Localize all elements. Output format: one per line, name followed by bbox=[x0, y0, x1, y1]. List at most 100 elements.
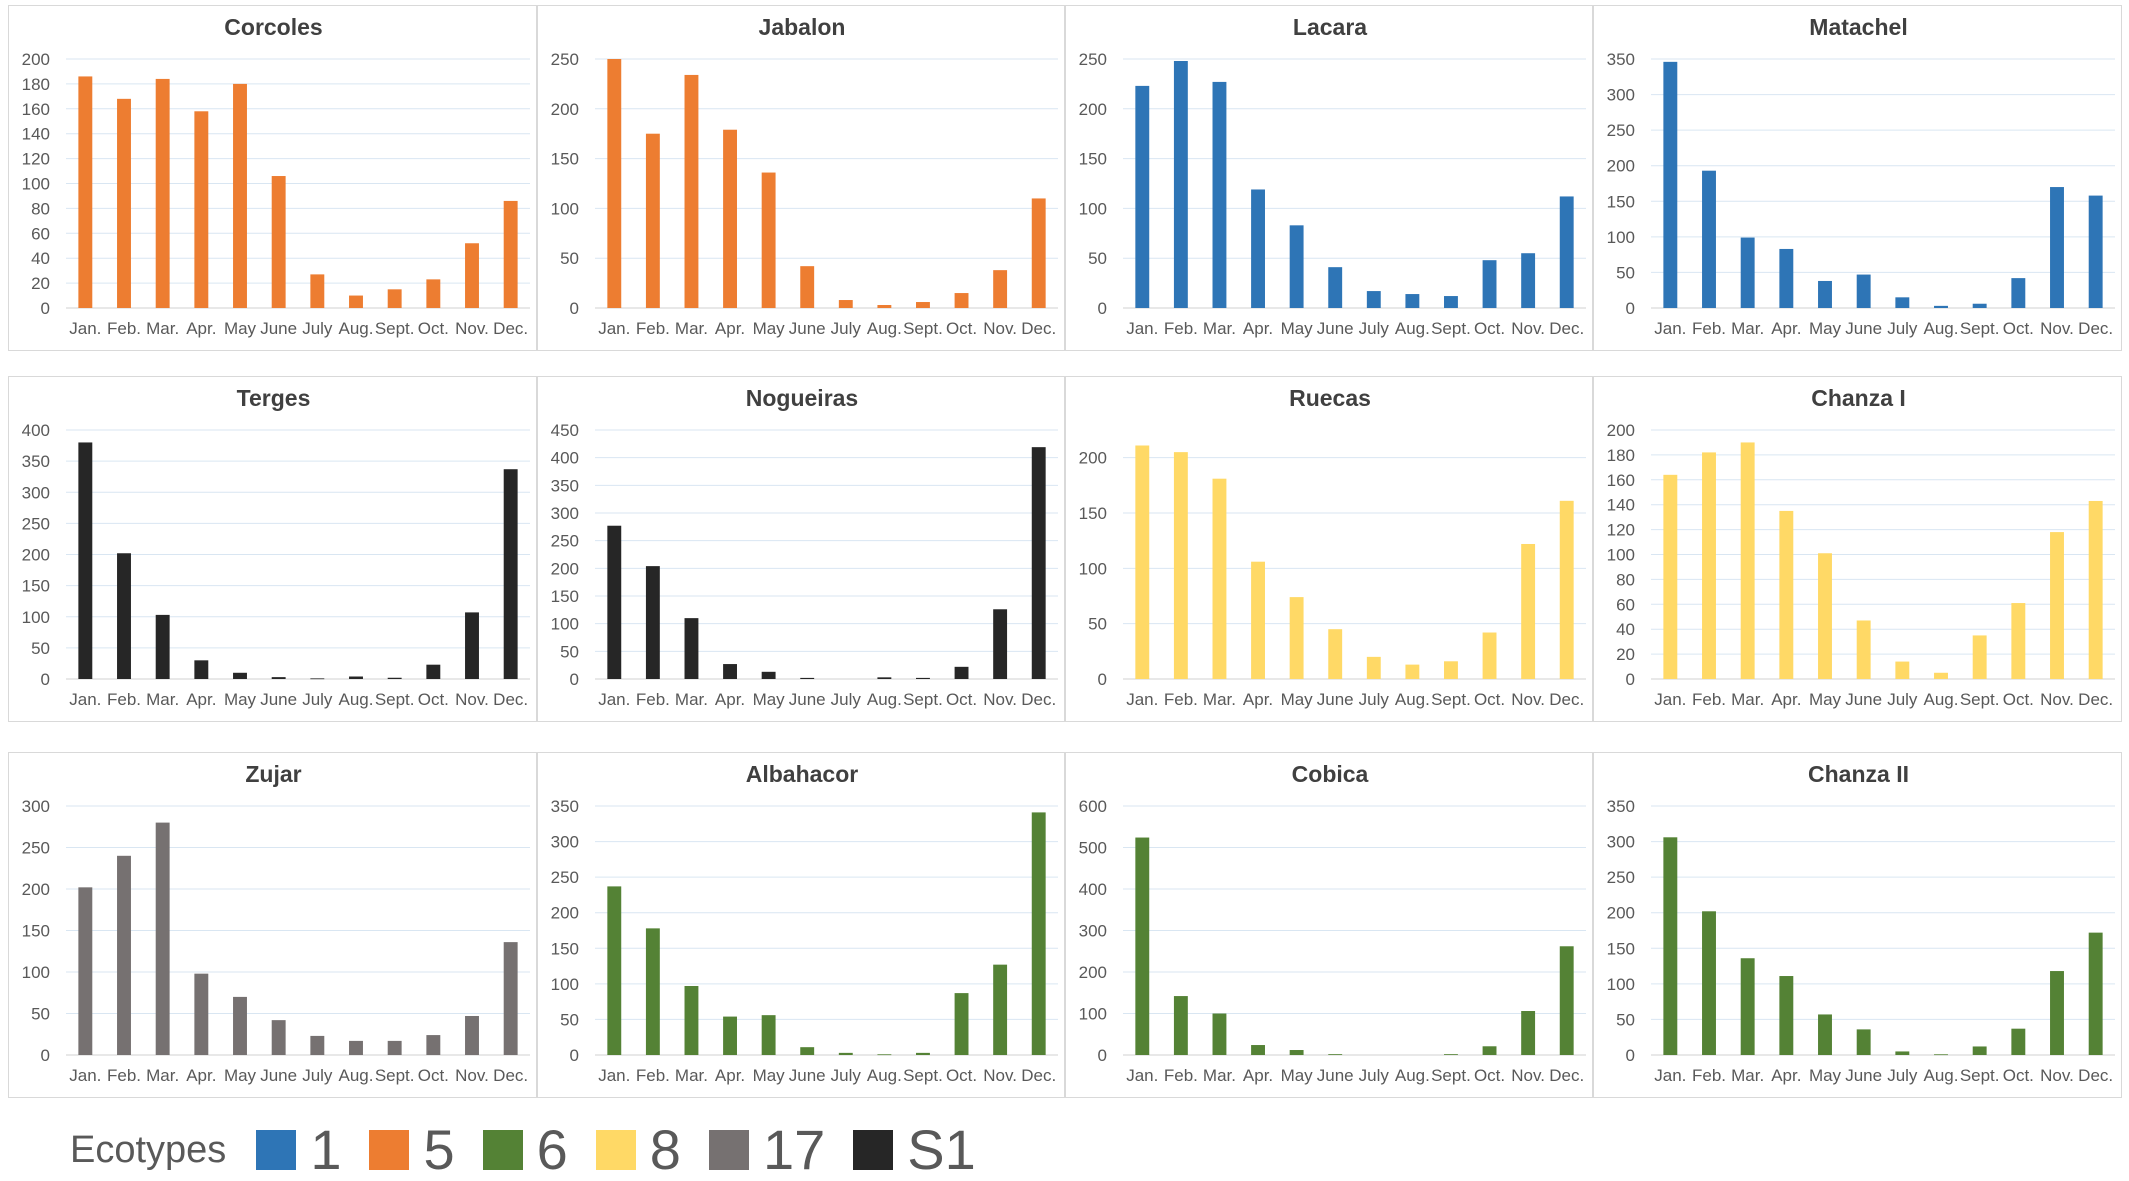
x-tick-label: Dec. bbox=[1021, 319, 1056, 338]
y-tick-label: 400 bbox=[551, 449, 579, 468]
y-tick-label: 450 bbox=[551, 421, 579, 440]
y-tick-label: 200 bbox=[551, 559, 579, 578]
bar-sept bbox=[1972, 635, 1987, 679]
x-tick-label: Sept. bbox=[1960, 319, 2000, 338]
x-tick-label: Dec. bbox=[493, 319, 528, 338]
x-tick-label: June bbox=[1845, 1066, 1882, 1085]
bar-feb bbox=[645, 133, 660, 308]
y-tick-label: 200 bbox=[1607, 421, 1635, 440]
x-tick-label: Nov. bbox=[2040, 319, 2074, 338]
x-tick-label: Jan. bbox=[69, 1066, 101, 1085]
y-tick-label: 150 bbox=[1607, 192, 1635, 211]
x-tick-label: Aug. bbox=[867, 319, 902, 338]
bar-may bbox=[233, 672, 247, 679]
legend-label-6: 6 bbox=[536, 1118, 568, 1181]
x-tick-label: Nov. bbox=[1511, 319, 1545, 338]
y-tick-label: 350 bbox=[551, 476, 579, 495]
x-tick-label: Dec. bbox=[1021, 1066, 1056, 1085]
x-tick-label: Jan. bbox=[1654, 319, 1686, 338]
x-tick-label: May bbox=[224, 690, 257, 709]
legend-label-8: 8 bbox=[649, 1118, 681, 1181]
y-tick-label: 50 bbox=[1616, 1010, 1635, 1029]
x-tick-label: June bbox=[789, 1066, 826, 1085]
bar-dec bbox=[503, 469, 518, 679]
bar-june bbox=[271, 677, 286, 679]
bar-dec bbox=[2088, 500, 2103, 679]
bar-dec bbox=[503, 200, 518, 308]
x-tick-label: Sept. bbox=[1960, 1066, 2000, 1085]
x-tick-label: June bbox=[1845, 319, 1882, 338]
chart-svg-jabalon: Jabalon 0 50 100 150 200 250 Jan. Feb. Mar. Apr. Ma… bbox=[551, 14, 1058, 338]
y-tick-label: 0 bbox=[1098, 299, 1107, 318]
y-tick-label: 300 bbox=[22, 797, 50, 816]
x-tick-label: July bbox=[1359, 1066, 1390, 1085]
y-tick-label: 140 bbox=[1607, 496, 1635, 515]
bar-july bbox=[310, 274, 325, 308]
y-tick-label: 100 bbox=[551, 975, 579, 994]
x-tick-label: Oct. bbox=[2003, 690, 2034, 709]
chart-svg-ruecas: Ruecas 0 50 100 150 200 Jan. Feb. Mar. Apr. May Jun… bbox=[1079, 385, 1586, 709]
x-tick-label: Feb. bbox=[107, 690, 141, 709]
chart-corcoles: Corcoles 0 20 40 60 80 100 120 140 160 180 200 Jan. F… bbox=[8, 5, 537, 351]
bar-aug bbox=[877, 1054, 892, 1056]
x-tick-label: Apr. bbox=[1243, 690, 1273, 709]
y-tick-label: 150 bbox=[22, 922, 50, 941]
bar-july bbox=[310, 678, 325, 680]
x-tick-label: Mar. bbox=[146, 319, 179, 338]
y-tick-label: 250 bbox=[551, 868, 579, 887]
bar-mar bbox=[1740, 237, 1755, 308]
y-tick-label: 100 bbox=[1079, 1005, 1107, 1024]
x-tick-label: Apr. bbox=[1771, 690, 1801, 709]
bar-dec bbox=[1031, 812, 1046, 1055]
chart-svg-albahacor: Albahacor 0 50 100 150 200 250 300 350 Jan. Feb. Ma… bbox=[551, 761, 1058, 1085]
legend-item-8: 8 bbox=[595, 1118, 681, 1181]
bar-may bbox=[1818, 1014, 1832, 1055]
bar-oct bbox=[1482, 1046, 1497, 1055]
x-tick-label: May bbox=[1809, 690, 1842, 709]
y-tick-label: 400 bbox=[1079, 880, 1107, 899]
bar-apr bbox=[1779, 510, 1794, 679]
bar-dec bbox=[1031, 447, 1046, 679]
y-tick-label: 200 bbox=[22, 50, 50, 69]
x-tick-label: Apr. bbox=[1771, 319, 1801, 338]
bar-jan bbox=[607, 525, 622, 679]
x-tick-label: Aug. bbox=[867, 690, 902, 709]
bar-june bbox=[1856, 274, 1871, 308]
bar-aug bbox=[877, 305, 892, 308]
x-tick-label: Nov. bbox=[983, 1066, 1017, 1085]
x-tick-label: May bbox=[1809, 1066, 1842, 1085]
x-tick-label: June bbox=[1317, 1066, 1354, 1085]
x-tick-label: Aug. bbox=[1924, 690, 1959, 709]
bar-jan bbox=[1135, 85, 1150, 308]
bar-feb bbox=[1173, 60, 1188, 308]
x-tick-label: Sept. bbox=[375, 1066, 415, 1085]
x-tick-label: Mar. bbox=[146, 1066, 179, 1085]
chart-title: Chanza II bbox=[1808, 761, 1909, 787]
bar-sept bbox=[916, 677, 930, 679]
x-tick-label: Aug. bbox=[339, 690, 374, 709]
bar-aug bbox=[349, 676, 363, 679]
x-tick-label: Feb. bbox=[107, 1066, 141, 1085]
x-tick-label: Apr. bbox=[715, 319, 745, 338]
bar-jan bbox=[1135, 445, 1150, 679]
y-tick-label: 200 bbox=[1079, 449, 1107, 468]
chart-title: Jabalon bbox=[759, 14, 846, 40]
bar-apr bbox=[194, 660, 209, 679]
legend-label-17: 17 bbox=[762, 1118, 826, 1181]
bar-oct bbox=[954, 293, 969, 308]
x-tick-label: Oct. bbox=[946, 690, 977, 709]
x-tick-label: May bbox=[224, 319, 257, 338]
bar-feb bbox=[1702, 170, 1716, 308]
legend-swatch-5 bbox=[369, 1130, 410, 1170]
y-tick-label: 100 bbox=[1079, 199, 1107, 218]
y-tick-label: 100 bbox=[551, 615, 579, 634]
x-tick-label: Apr. bbox=[186, 319, 216, 338]
x-tick-label: Dec. bbox=[1549, 690, 1584, 709]
chart-svg-terges: Terges 0 50 100 150 200 250 300 350 400 Jan. Feb. Ma… bbox=[22, 385, 530, 709]
bar-june bbox=[271, 176, 286, 308]
x-tick-label: July bbox=[1887, 690, 1918, 709]
y-tick-label: 200 bbox=[1607, 157, 1635, 176]
y-tick-label: 600 bbox=[1079, 797, 1107, 816]
y-tick-label: 150 bbox=[551, 939, 579, 958]
x-tick-label: Mar. bbox=[675, 690, 708, 709]
